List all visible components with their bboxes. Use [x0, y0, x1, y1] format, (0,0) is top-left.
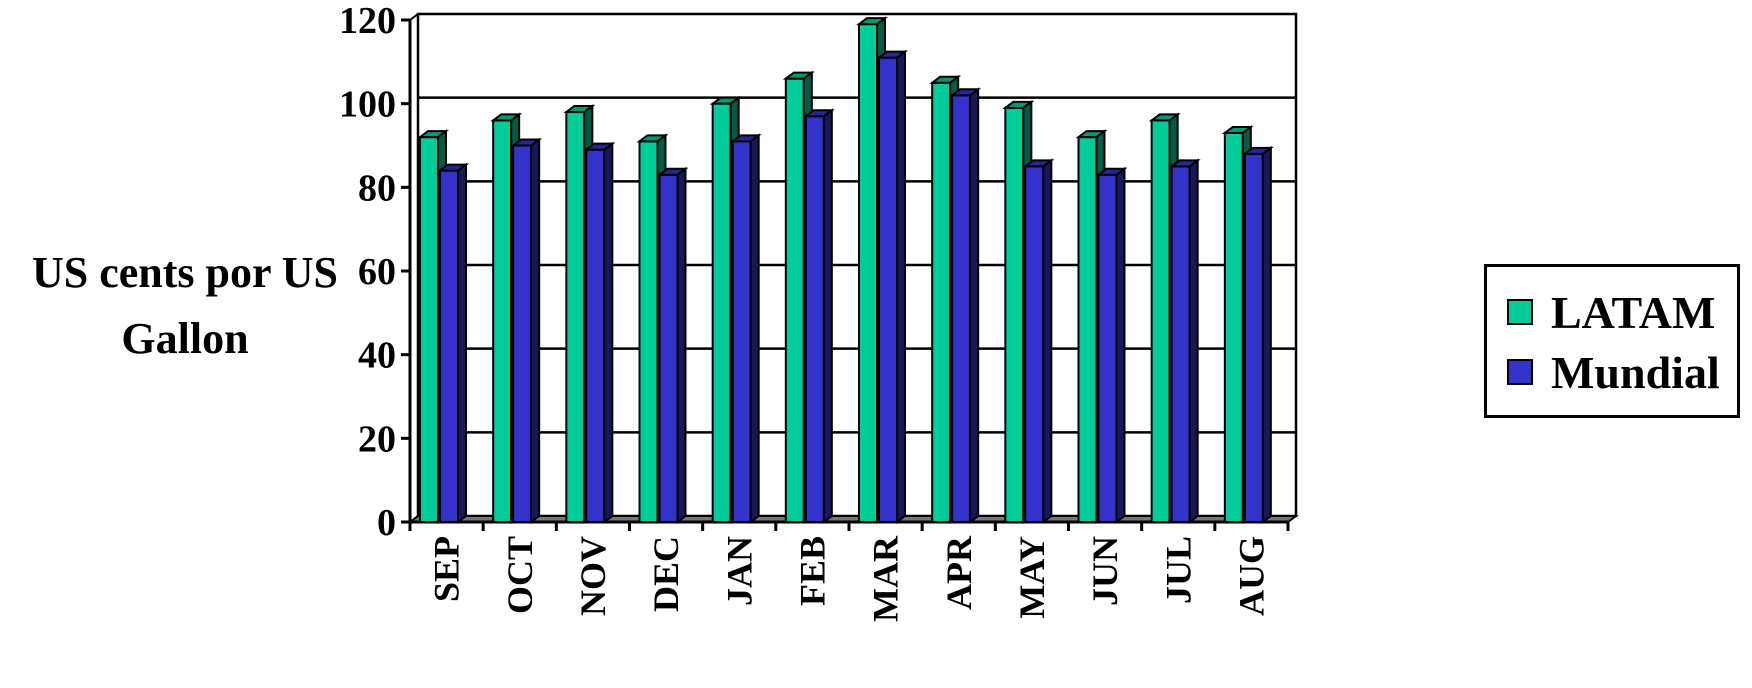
bar-mundial-jan [729, 133, 762, 524]
x-category-label-feb: FEB [792, 536, 832, 606]
y-tick-labels: 0 20 40 60 80 100 120 [339, 0, 410, 544]
bars [417, 16, 1274, 524]
bar-mundial-mar [876, 49, 908, 524]
x-category-label-may: MAY [1012, 536, 1052, 619]
y-tick-label: 20 [358, 418, 396, 460]
x-category-label-nov: NOV [573, 536, 613, 616]
x-category-label-mar: MAR [866, 535, 906, 622]
bar-mundial-may [1022, 158, 1055, 524]
bar-mundial-oct [510, 137, 543, 524]
x-category-label-jan: JAN [719, 536, 759, 606]
legend: LATAM Mundial [1484, 264, 1740, 418]
y-axis-label-line-2: Gallon [121, 314, 249, 363]
x-category-label-apr: APR [939, 535, 979, 610]
bar-mundial-feb [802, 108, 835, 524]
bar-mundial-jul [1168, 158, 1201, 524]
legend-swatch-latam [1507, 299, 1533, 325]
x-category-label-jun: JUN [1085, 536, 1125, 606]
x-category-labels: SEP OCT NOV DEC JAN FEB MAR APR MAY JUN JUL AUG [408, 522, 1290, 622]
y-tick-label: 120 [339, 0, 396, 42]
bar-mundial-jun [1095, 166, 1128, 524]
bar-mundial-aug [1241, 145, 1274, 524]
legend-item-latam: LATAM [1507, 286, 1716, 338]
y-axis-label: US cents por US Gallon [0, 240, 370, 372]
bar-mundial-sep [437, 162, 469, 524]
x-category-label-sep: SEP [427, 536, 467, 602]
legend-swatch-mundial [1507, 359, 1533, 385]
legend-label-latam: LATAM [1551, 286, 1716, 338]
y-tick-label: 100 [339, 84, 396, 126]
legend-label-mundial: Mundial [1551, 346, 1720, 398]
y-tick-label: 40 [358, 335, 396, 377]
x-category-label-aug: AUG [1231, 536, 1271, 616]
x-category-label-jul: JUL [1158, 536, 1198, 604]
y-axis-label-line-1: US cents por US [31, 248, 338, 297]
y-tick-label: 0 [377, 502, 396, 544]
grid-lines [416, 12, 1298, 518]
x-category-label-dec: DEC [646, 536, 686, 612]
legend-item-mundial: Mundial [1507, 346, 1720, 398]
bar-mundial-dec [656, 166, 689, 524]
y-tick-label: 60 [358, 251, 396, 293]
x-category-label-oct: OCT [500, 536, 540, 614]
wall-corner-line [409, 13, 419, 21]
y-tick-label: 80 [358, 167, 396, 209]
bar-mundial-nov [583, 141, 616, 524]
bar-mundial-apr [949, 87, 982, 524]
